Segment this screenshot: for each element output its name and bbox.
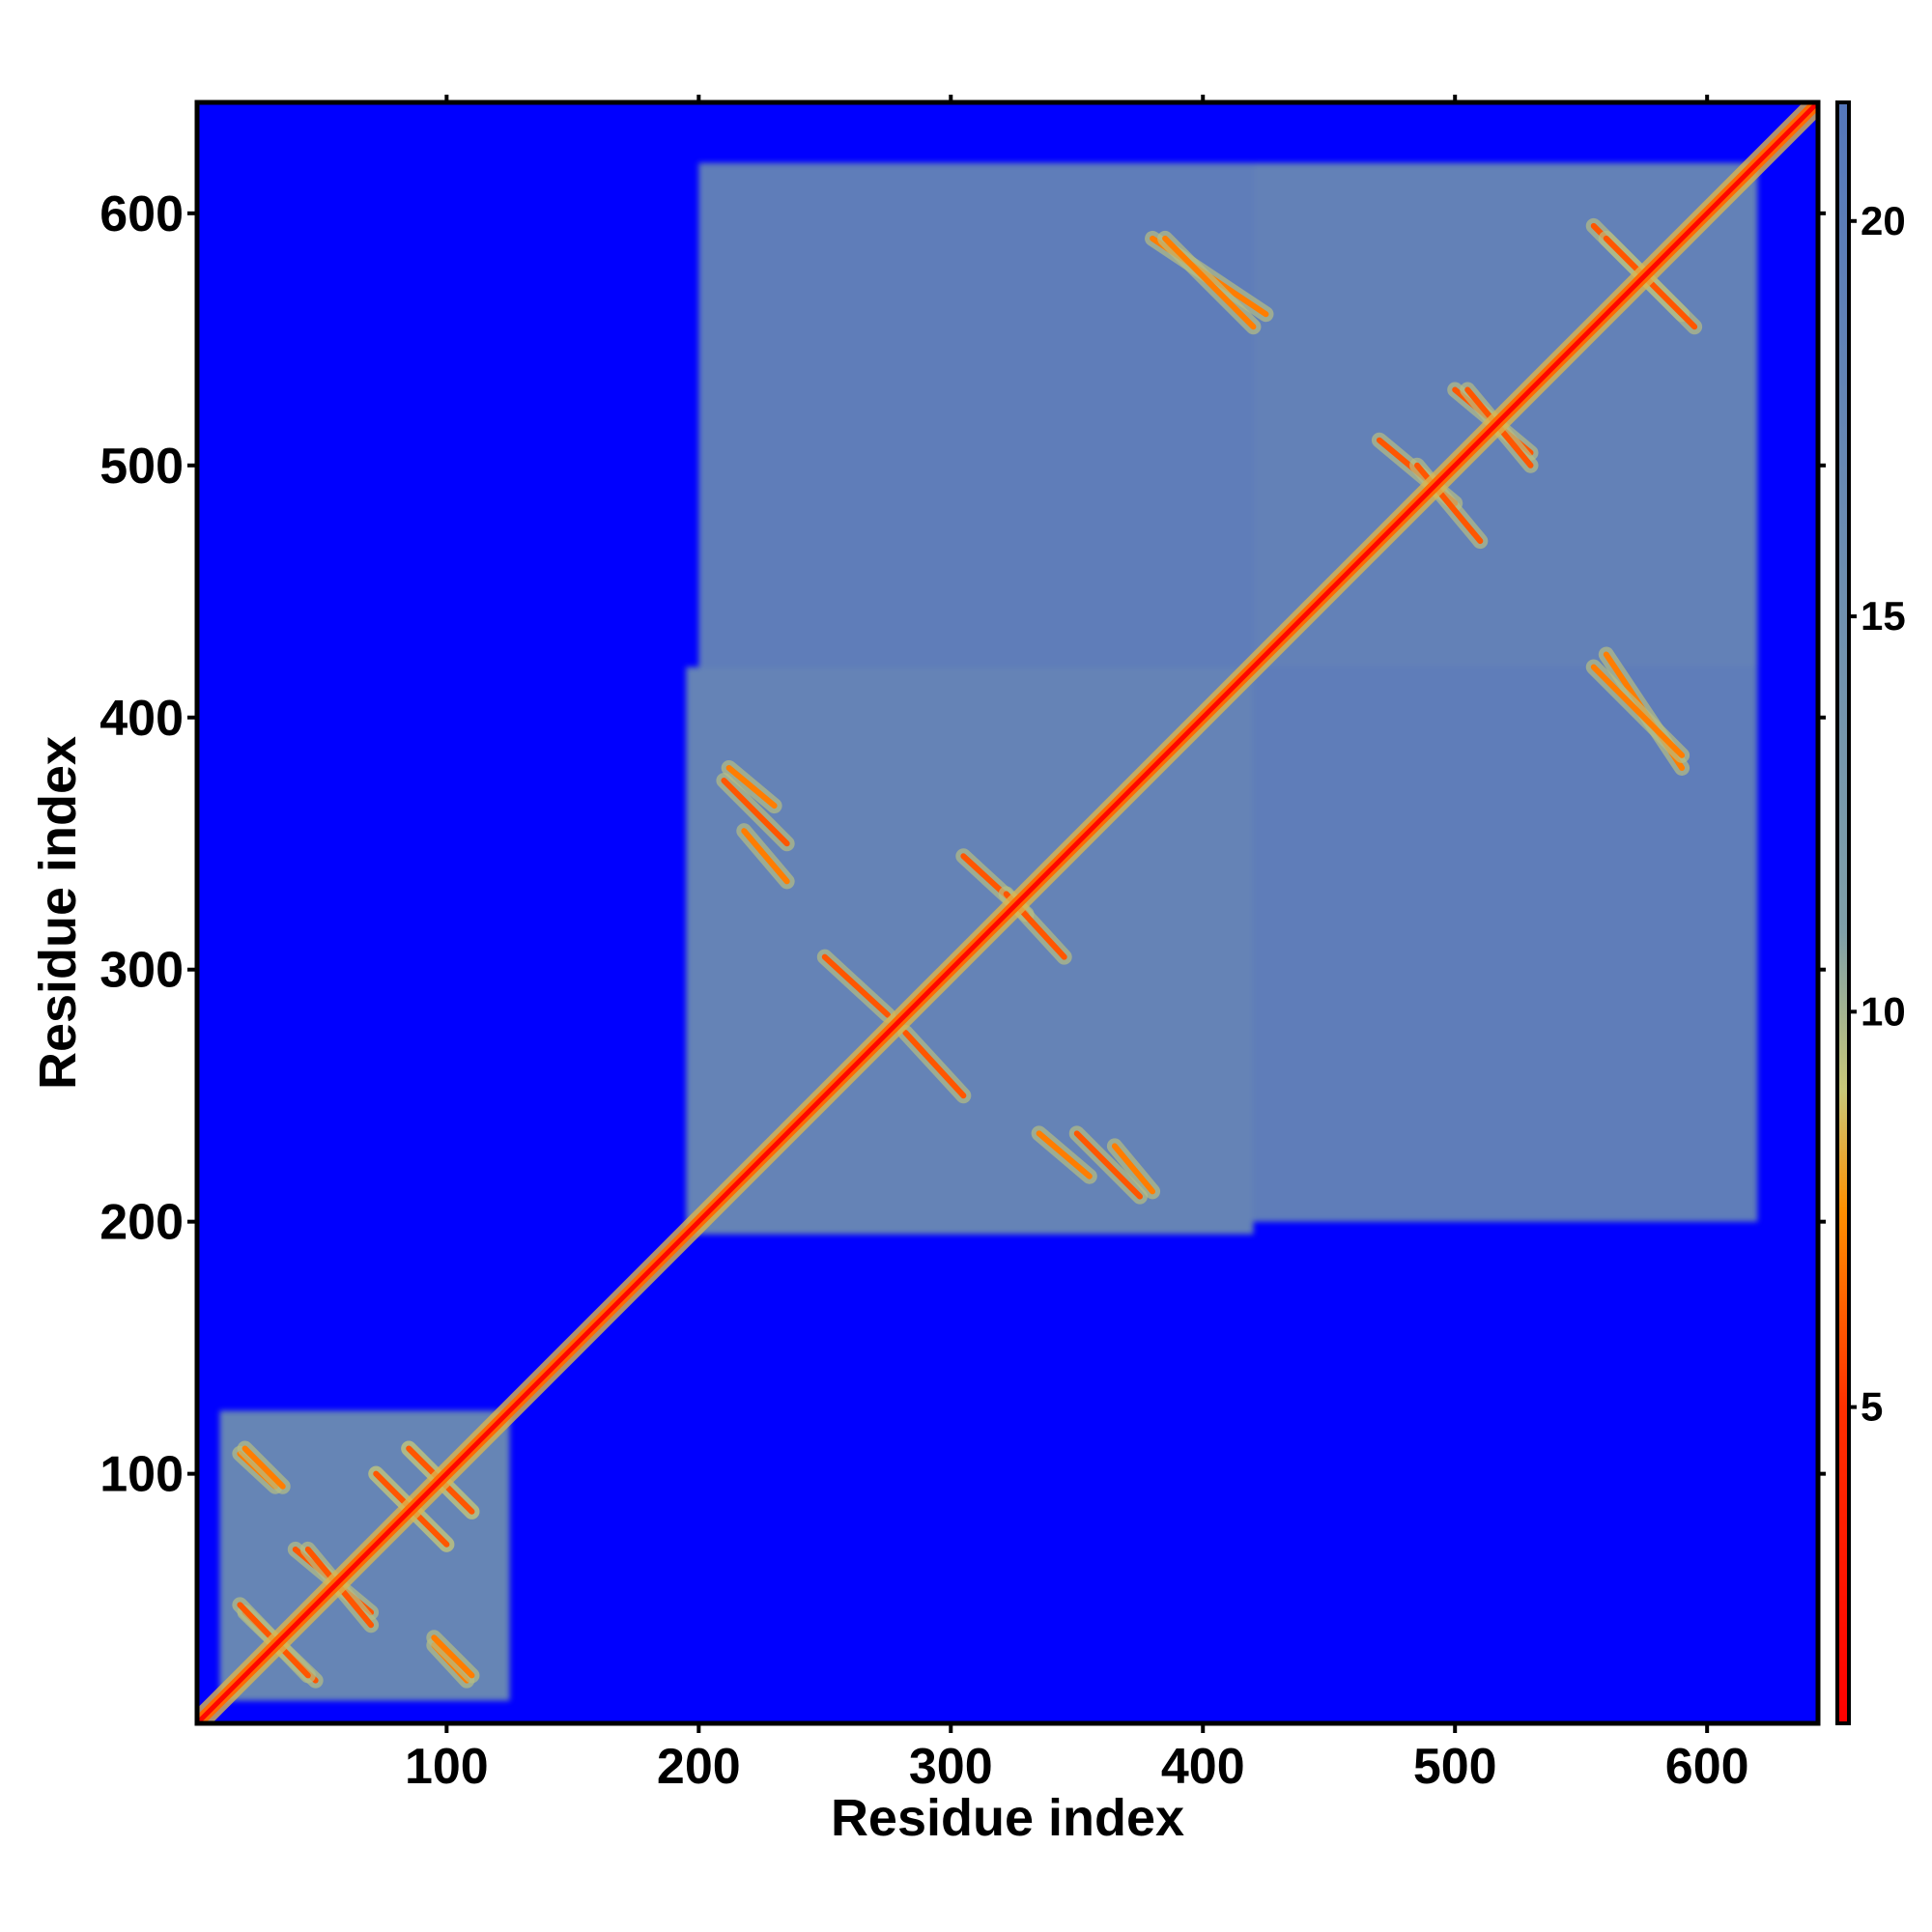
diagonal-line <box>197 102 1818 1723</box>
contact-band <box>242 1445 286 1490</box>
y-tick-label: 100 <box>99 1447 184 1503</box>
x-tick-label: 300 <box>909 1739 993 1795</box>
x-axis-title: Residue index <box>831 1789 1184 1847</box>
contact-band <box>821 953 892 1018</box>
x-tick-label: 200 <box>657 1739 741 1795</box>
x-axis: 100 200 300 400 500 600 <box>405 1723 1749 1795</box>
colorbar-fill <box>1837 102 1849 1723</box>
x-tick-label: 400 <box>1161 1739 1245 1795</box>
x-tick-label: 100 <box>405 1739 489 1795</box>
y-tick-label: 400 <box>99 691 184 747</box>
y-tick-label: 600 <box>99 186 184 242</box>
x-tick-label: 500 <box>1413 1739 1497 1795</box>
y-axis-title: Residue index <box>29 736 87 1090</box>
contact-band <box>1111 1143 1156 1195</box>
y-axis: 100 200 300 400 500 600 <box>99 186 197 1503</box>
y-tick-label: 300 <box>99 943 184 999</box>
plot-area <box>194 99 1821 1726</box>
y-tick-label: 500 <box>99 439 184 495</box>
colorbar-tick-label: 20 <box>1861 198 1906 243</box>
contact-band <box>1162 235 1257 330</box>
right-axis-ticks <box>1818 211 1826 1476</box>
top-axis-ticks <box>444 95 1710 102</box>
y-tick-label: 200 <box>99 1195 184 1251</box>
colorbar-tick-label: 5 <box>1861 1384 1883 1430</box>
colorbar-ticks: 5 10 15 20 <box>1849 198 1906 1430</box>
plot-frame <box>194 99 1821 1726</box>
x-tick-label: 600 <box>1665 1739 1749 1795</box>
colorbar-tick-label: 10 <box>1861 988 1906 1034</box>
colorbar-tick-label: 15 <box>1861 593 1906 639</box>
contact-band <box>1590 664 1686 758</box>
contact-band <box>902 1029 967 1099</box>
contact-band <box>725 764 778 810</box>
heatmap-cells <box>197 102 1818 1723</box>
colorbar-frame <box>1835 100 1851 1725</box>
contact-band <box>1036 1130 1093 1179</box>
contact-band <box>721 777 790 847</box>
contact-band <box>431 1634 475 1679</box>
contact-band <box>741 828 790 885</box>
colorbar: 5 10 15 20 <box>1835 100 1906 1725</box>
contact-band <box>1073 1130 1144 1200</box>
